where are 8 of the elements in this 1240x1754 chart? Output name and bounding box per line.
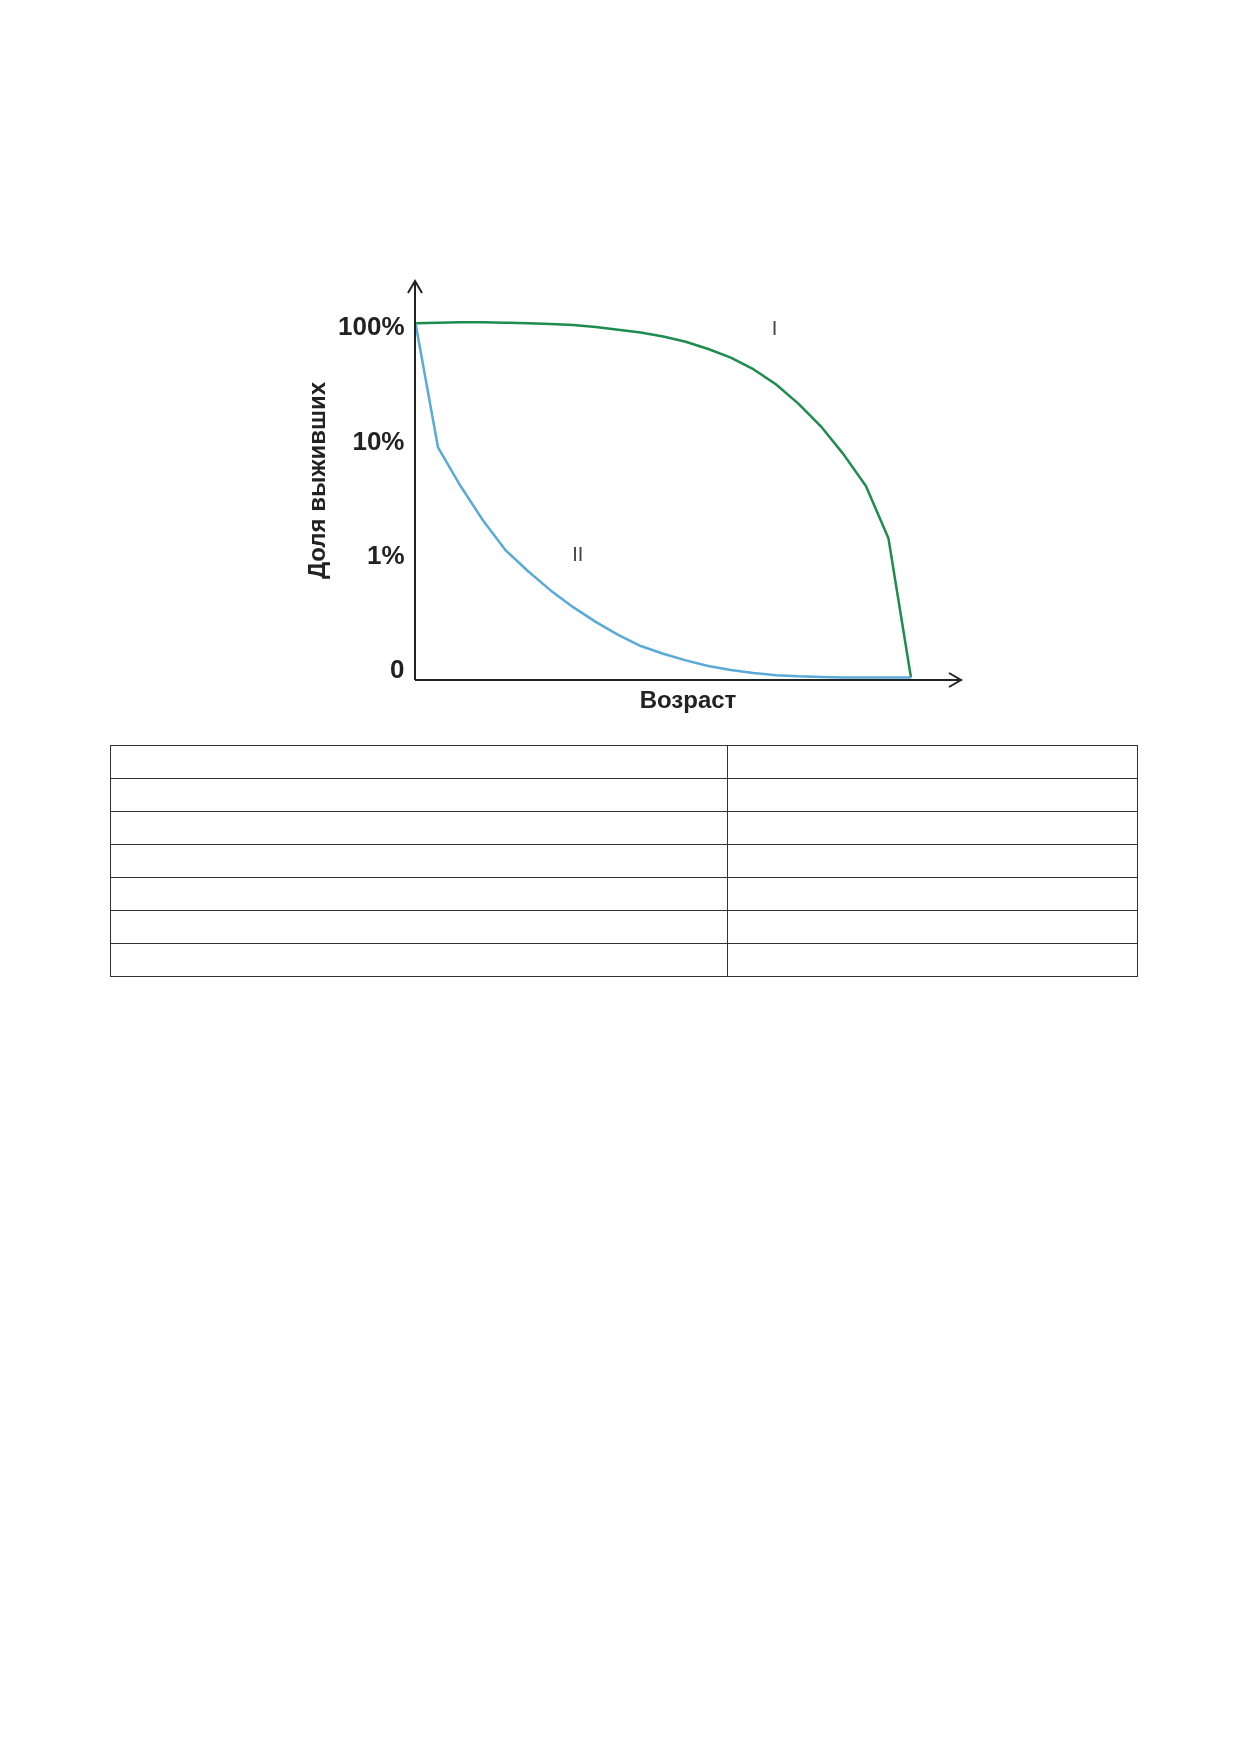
series-label: I [771, 317, 778, 340]
y-axis-title: Доля выживших [303, 381, 330, 580]
x-axis-title: Возраст [639, 685, 737, 713]
y-tick-label: 100% [338, 311, 405, 342]
y-tick-label: 1% [366, 539, 405, 570]
y-tick-label: 0 [390, 654, 405, 685]
series-label: II [572, 543, 584, 566]
y-tick-label: 10% [352, 425, 405, 456]
